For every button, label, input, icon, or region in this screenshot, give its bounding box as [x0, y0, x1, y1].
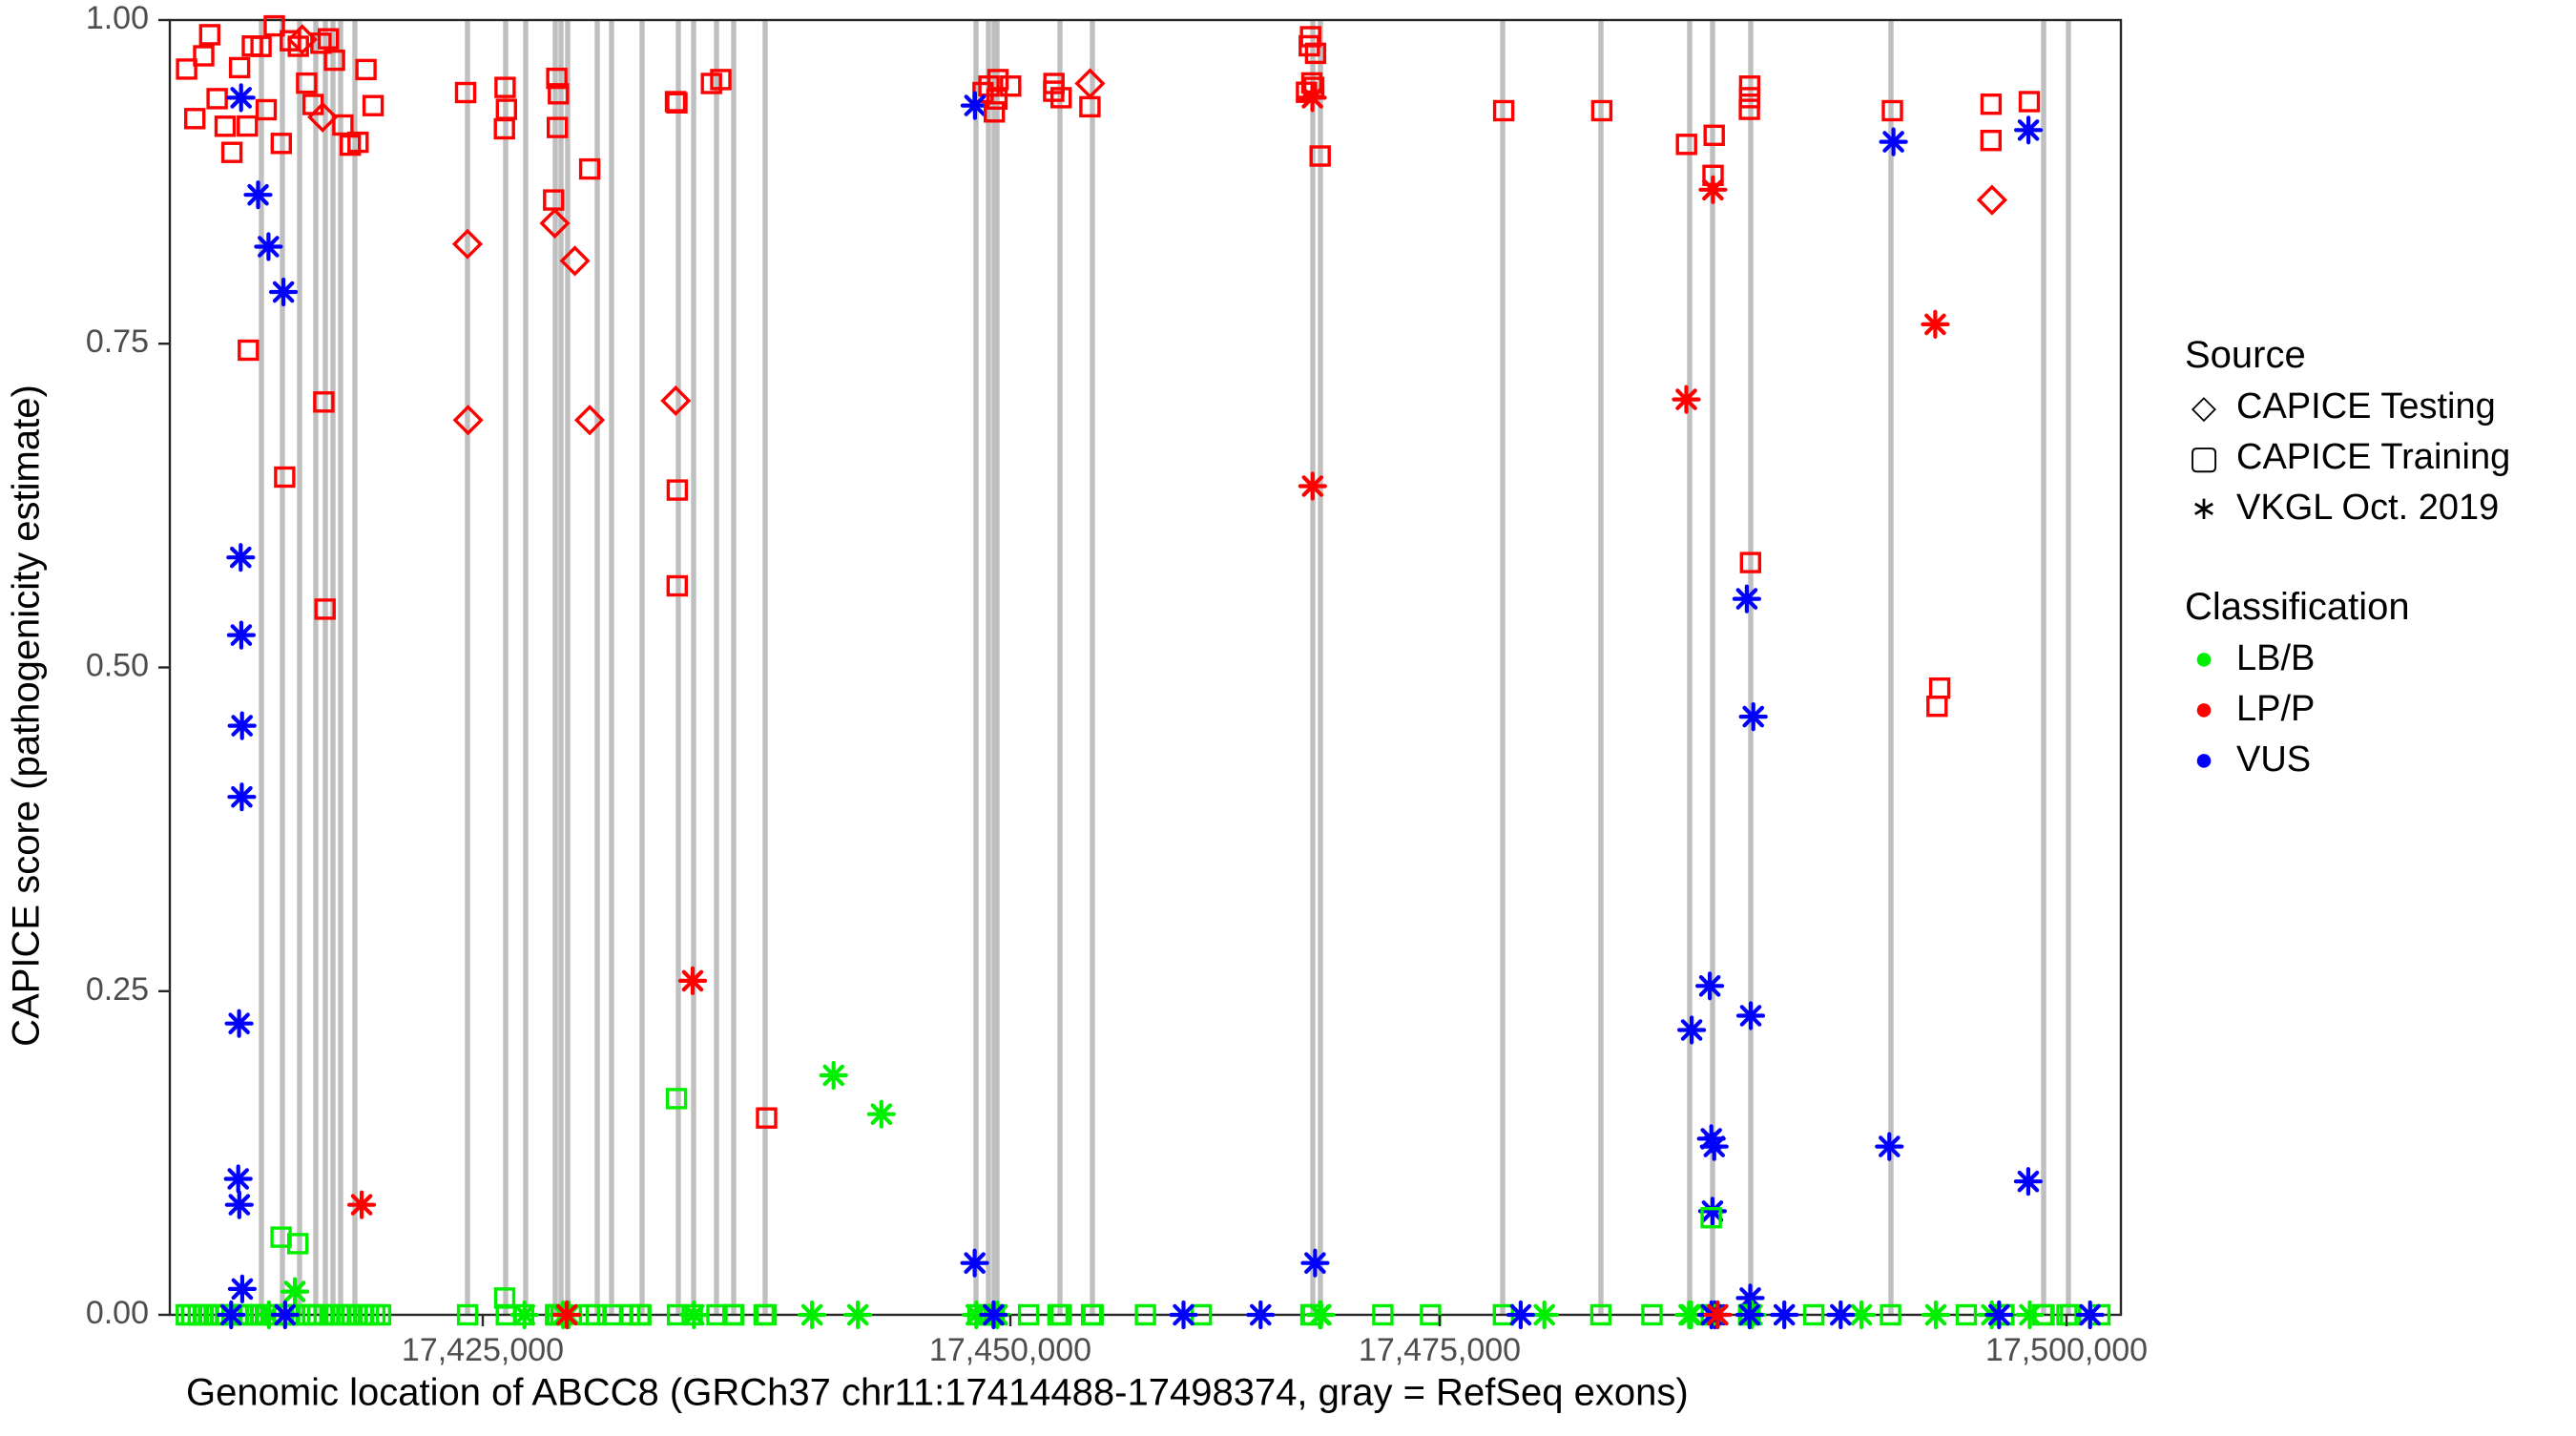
svg-text:0.00: 0.00	[86, 1295, 149, 1331]
svg-text:1.00: 1.00	[86, 0, 149, 36]
svg-text:17,475,000: 17,475,000	[1359, 1332, 1521, 1368]
svg-text:0.75: 0.75	[86, 323, 149, 360]
svg-text:17,425,000: 17,425,000	[402, 1332, 564, 1368]
svg-text:17,450,000: 17,450,000	[929, 1332, 1091, 1368]
svg-text:0.25: 0.25	[86, 971, 149, 1008]
svg-text:0.50: 0.50	[86, 648, 149, 684]
svg-text:17,500,000: 17,500,000	[1985, 1332, 2148, 1368]
